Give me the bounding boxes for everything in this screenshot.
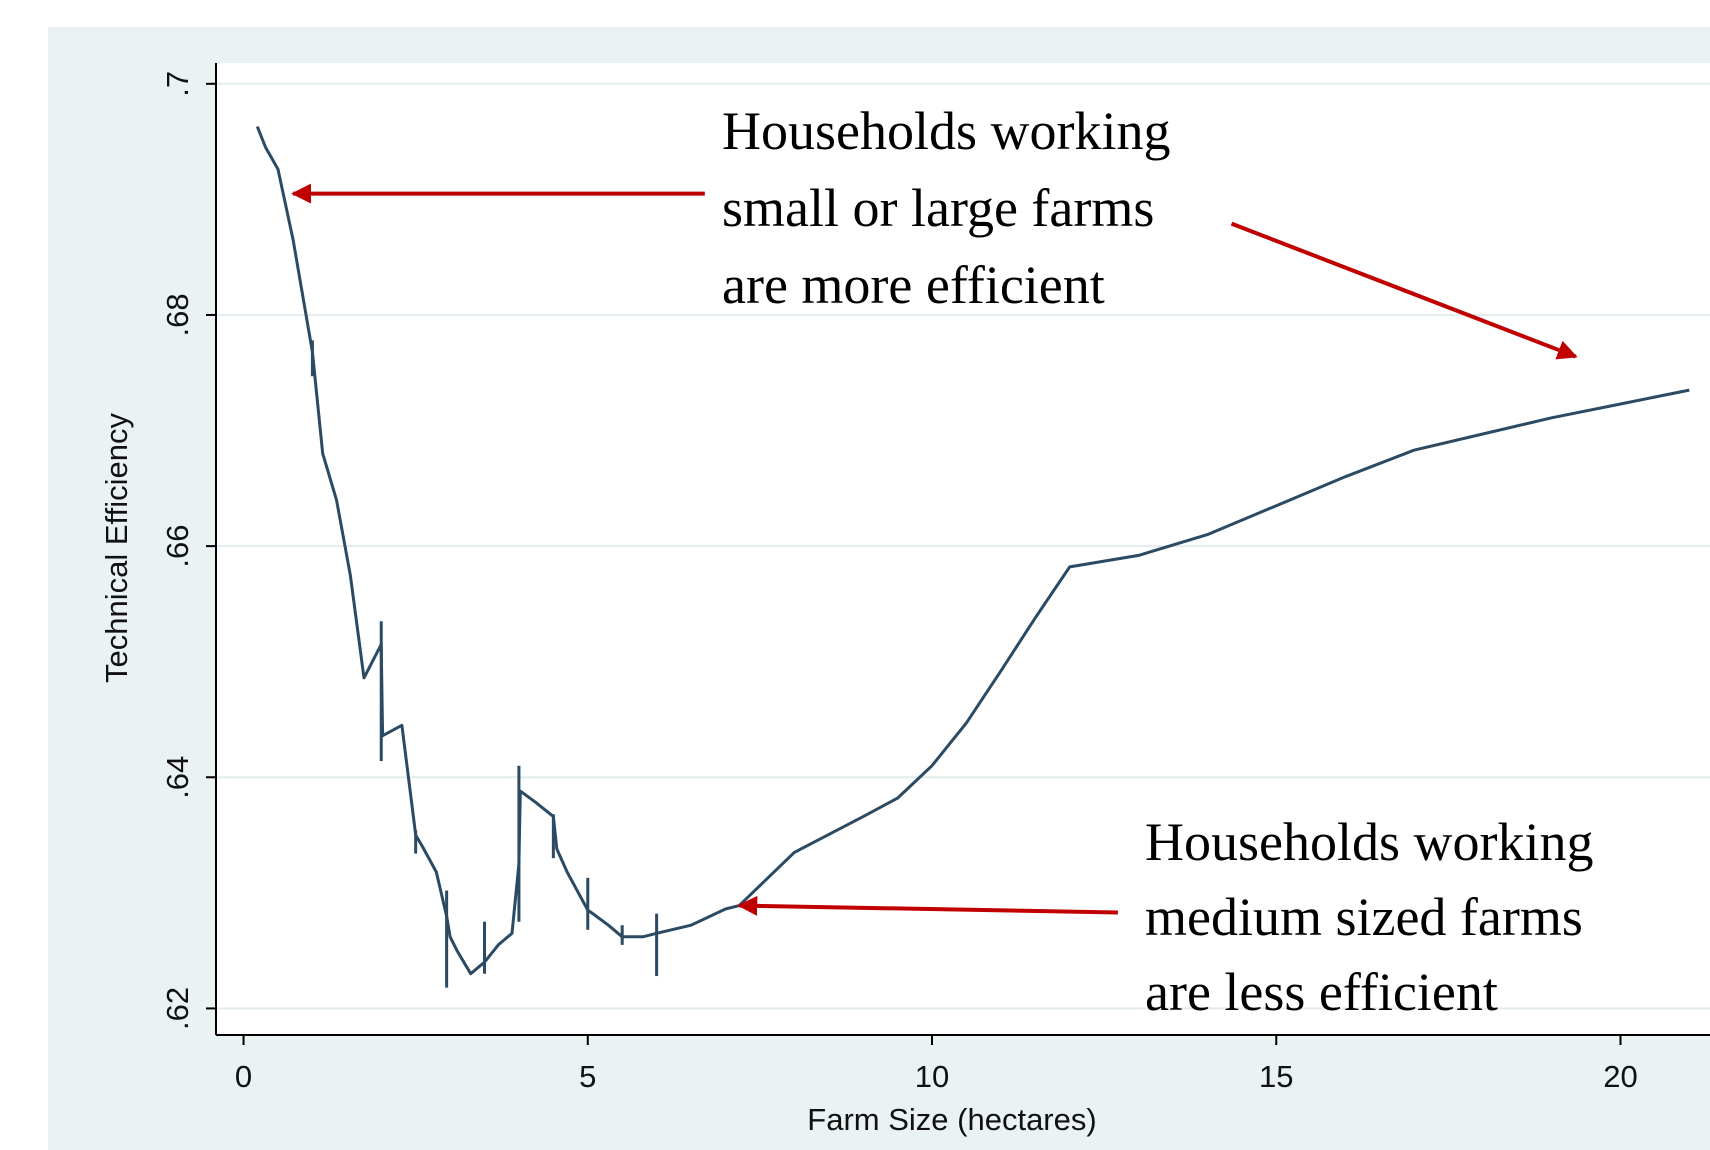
x-tick-label-2: 10 [915,1059,949,1094]
y-tick-label-1: .64 [160,756,195,799]
y-tick-label-2: .66 [160,525,195,568]
annotation-top: Households working small or large farms … [722,101,1184,315]
series-line [255,126,1690,976]
gridlines [216,82,1710,1010]
series-line-path [255,126,1690,976]
x-tick-label-3: 15 [1259,1059,1293,1094]
y-axis-title: Technical Efficiency [99,413,134,683]
annotation-bottom-line-1: Households working [1145,812,1593,872]
annotation-arrows [291,183,1578,916]
x-tick-label-1: 5 [579,1059,596,1094]
error-spikes [310,340,659,988]
x-axis-title: Farm Size (hectares) [807,1102,1096,1137]
annotation-top-line-3: are more efficient [722,255,1105,315]
annotation-bottom: Households working medium sized farms ar… [1145,812,1607,1022]
annotation-bottom-line-3: are less efficient [1145,962,1498,1022]
plot-area [216,63,1710,1035]
annotation-arrow-2 [737,895,1118,916]
axes [206,63,1710,1045]
annotation-top-line-1: Households working [722,101,1170,161]
x-tick-labels: 0 5 10 15 20 [235,1059,1638,1094]
x-tick-label-4: 20 [1603,1059,1637,1094]
y-tick-label-3: .68 [160,293,195,336]
y-tick-label-4: .7 [160,71,195,97]
annotation-arrow-1 [1230,221,1578,360]
annotation-top-line-2: small or large farms [722,178,1154,238]
x-tick-label-0: 0 [235,1059,252,1094]
y-tick-label-0: .62 [160,987,195,1030]
annotation-bottom-line-2: medium sized farms [1145,887,1583,947]
y-tick-labels: .62 .64 .66 .68 .7 [160,71,195,1030]
